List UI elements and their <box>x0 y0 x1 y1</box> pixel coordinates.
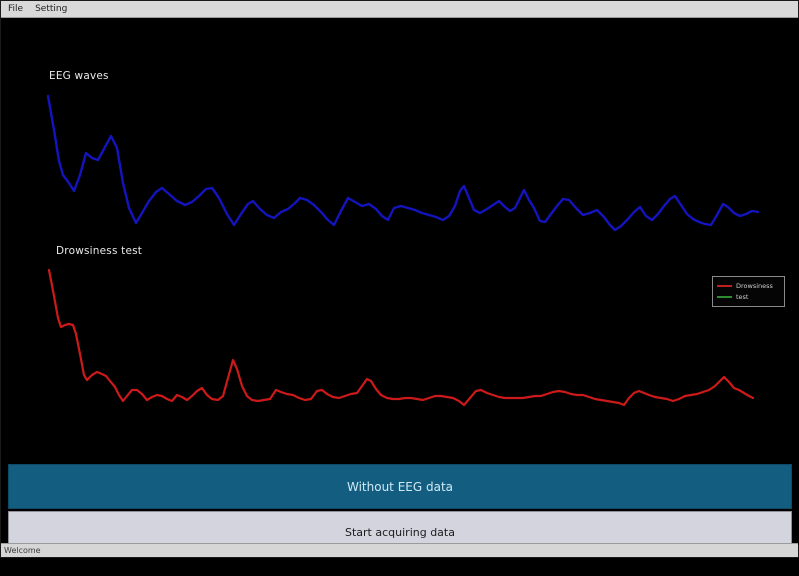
drowsiness-line-swatch-icon <box>717 284 732 287</box>
status-text: Welcome <box>4 546 41 555</box>
chart-legend: Drowsiness test <box>712 276 785 307</box>
test-line-swatch-icon <box>717 296 732 299</box>
menu-item-file[interactable]: File <box>8 3 24 14</box>
app-window: File Setting EEG waves Drowsiness test D… <box>0 0 799 558</box>
drowsiness-test-label: Drowsiness test <box>56 245 143 257</box>
eeg-waves-label: EEG waves <box>49 70 109 82</box>
drowsiness-waveform-line <box>47 268 755 407</box>
menu-item-setting[interactable]: Setting <box>35 3 68 14</box>
legend-item-test: test <box>717 293 780 301</box>
legend-item-drowsiness: Drowsiness <box>717 282 780 290</box>
chart-client-area: EEG waves Drowsiness test Drowsiness tes… <box>1 18 799 553</box>
without-eeg-data-button[interactable]: Without EEG data <box>8 464 792 509</box>
legend-label-drowsiness: Drowsiness <box>736 281 773 290</box>
legend-label-test: test <box>736 293 749 302</box>
status-bar: Welcome <box>1 543 798 557</box>
eeg-waveform-line <box>46 94 760 232</box>
menu-bar: File Setting <box>1 1 798 18</box>
